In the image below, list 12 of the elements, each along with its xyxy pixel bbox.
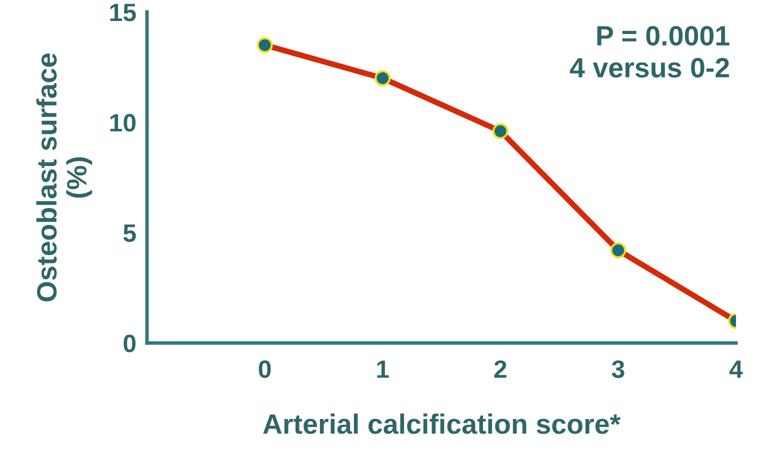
y-axis-title: Osteoblast surface (%): [36, 53, 92, 302]
x-tick-label: 2: [494, 360, 506, 378]
y-tick-label: 15: [110, 4, 136, 22]
x-tick-label: 0: [258, 360, 271, 378]
y-tick-label: 10: [110, 114, 136, 132]
y-tick-label: 5: [123, 224, 136, 242]
y-tick-label: 0: [124, 334, 136, 352]
x-tick-label: 4: [729, 360, 743, 378]
x-tick-label: 1: [377, 360, 389, 378]
annotation: P = 0.0001 4 versus 0-2: [570, 26, 730, 78]
x-axis-title: Arterial calcification score*: [263, 414, 621, 434]
x-tick-label: 3: [612, 360, 624, 378]
